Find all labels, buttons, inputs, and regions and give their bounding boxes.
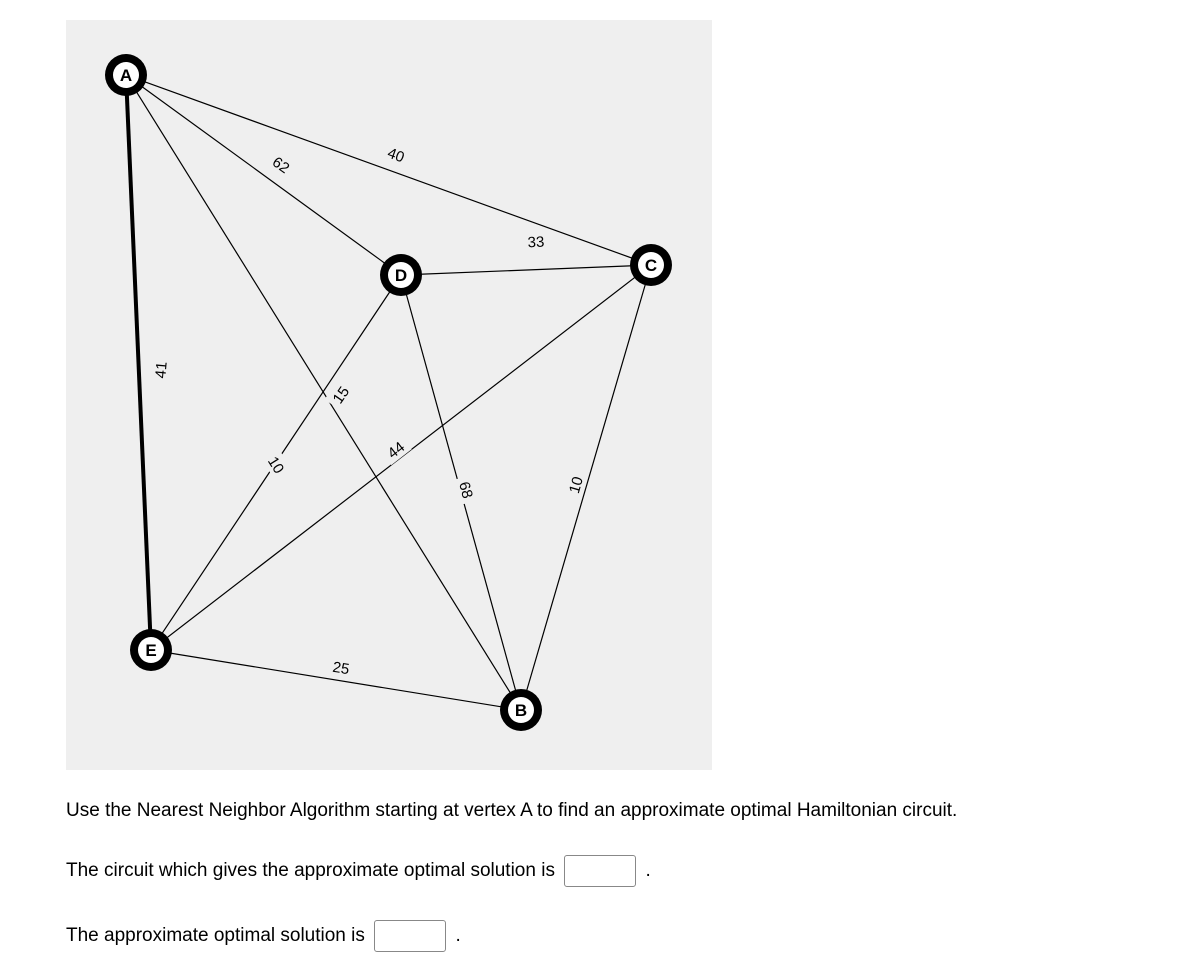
edge-label-A-E: 41 (149, 356, 171, 384)
edge-A-C (126, 75, 651, 265)
edge-D-C (401, 265, 651, 275)
q2-post: . (646, 860, 651, 881)
edge-A-B (126, 75, 521, 710)
graph-svg: 41624010331568441025ADCEB (66, 20, 712, 770)
edge-A-D (126, 75, 401, 275)
edge-label-E-B: 25 (327, 655, 356, 679)
node-C: C (630, 244, 672, 286)
q2-pre: The circuit which gives the approximate … (66, 860, 560, 881)
edge-label-A-C: 40 (381, 140, 412, 168)
question-line-2: The circuit which gives the approximate … (66, 855, 1166, 887)
question-line-3: The approximate optimal solution is . (66, 920, 1166, 952)
edge-label-A-D: 62 (265, 149, 298, 180)
q3-pre: The approximate optimal solution is (66, 925, 370, 946)
question-line-1: Use the Nearest Neighbor Algorithm start… (66, 800, 1166, 822)
graph-panel: 41624010331568441025ADCEB (66, 20, 712, 770)
edge-C-B (521, 265, 651, 710)
svg-text:33: 33 (527, 234, 545, 252)
edge-label-A-B: 10 (261, 448, 292, 481)
q3-post: . (455, 925, 460, 946)
page-root: 41624010331568441025ADCEB Use the Neares… (0, 0, 1200, 976)
node-D: D (380, 254, 422, 296)
edge-A-E (126, 75, 151, 650)
answer-circuit-input[interactable] (564, 855, 636, 887)
svg-text:E: E (145, 641, 156, 660)
node-B: B (500, 689, 542, 731)
edge-label-D-C: 33 (522, 230, 549, 251)
answer-value-input[interactable] (374, 920, 446, 952)
svg-text:A: A (120, 66, 132, 85)
svg-text:41: 41 (152, 361, 170, 379)
svg-text:B: B (515, 701, 527, 720)
node-E: E (130, 629, 172, 671)
svg-text:C: C (645, 256, 657, 275)
node-A: A (105, 54, 147, 96)
svg-text:D: D (395, 266, 407, 285)
edge-label-C-E: 44 (379, 433, 412, 465)
edge-label-D-B: 68 (454, 475, 480, 505)
svg-text:25: 25 (331, 659, 350, 678)
